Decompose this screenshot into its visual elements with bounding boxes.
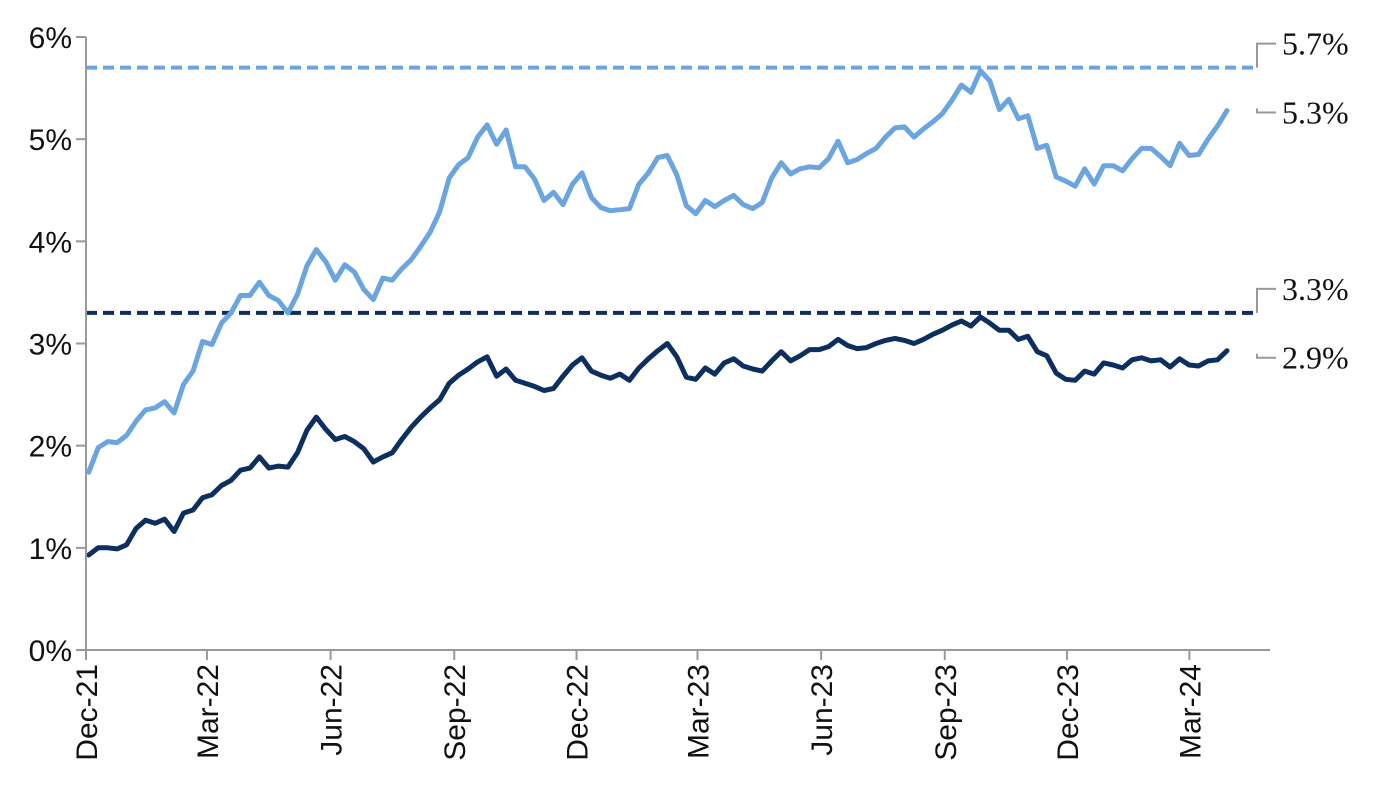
- end-label: 3.3%: [1282, 271, 1349, 307]
- axes: 0%1%2%3%4%5%6% Dec-21 Mar-22 Jun-22 Sep-22 D…: [29, 22, 1270, 761]
- series-line: [86, 68, 1230, 475]
- end-label-leader: [1256, 42, 1276, 68]
- x-tick-label: Jun-23: [806, 664, 839, 756]
- x-tick-label: Mar-22: [192, 664, 225, 759]
- end-label-leader: [1256, 287, 1276, 313]
- y-tick-label: 6%: [29, 22, 72, 55]
- reference-lines: [86, 65, 1253, 315]
- y-tick-label: 0%: [29, 635, 72, 668]
- end-labels: 5.7% 5.3% 3.3% 2.9%: [1256, 26, 1349, 376]
- series-lines: [86, 68, 1230, 558]
- x-tick-label: Dec-21: [71, 664, 104, 761]
- x-tick-label: Dec-23: [1052, 664, 1085, 761]
- y-tick-label: 4%: [29, 226, 72, 259]
- x-tick-label: Dec-22: [562, 664, 595, 761]
- y-tick-label: 1%: [29, 533, 72, 566]
- y-ticks: 0% 1% 2% 3% 4% 5% 6%: [29, 22, 86, 668]
- y-tick-label: 2%: [29, 431, 72, 464]
- end-label: 5.7%: [1282, 26, 1349, 62]
- x-tick-label: Jun-22: [316, 664, 349, 756]
- end-label-leader: [1256, 353, 1276, 359]
- end-label: 2.9%: [1282, 340, 1349, 376]
- y-tick-label: 3%: [29, 329, 72, 362]
- end-label: 5.3%: [1282, 95, 1349, 131]
- x-tick-label: Sep-22: [439, 664, 472, 761]
- y-tick-label: 5%: [29, 124, 72, 157]
- end-label-leader: [1256, 108, 1276, 114]
- x-ticks: Dec-21 Mar-22 Jun-22 Sep-22 Dec-22 Mar-23 Jun-…: [71, 650, 1207, 761]
- series-line: [86, 314, 1230, 558]
- x-tick-label: Sep-23: [930, 664, 963, 761]
- x-tick-label: Mar-23: [682, 664, 715, 759]
- x-tick-label: Mar-24: [1174, 664, 1207, 759]
